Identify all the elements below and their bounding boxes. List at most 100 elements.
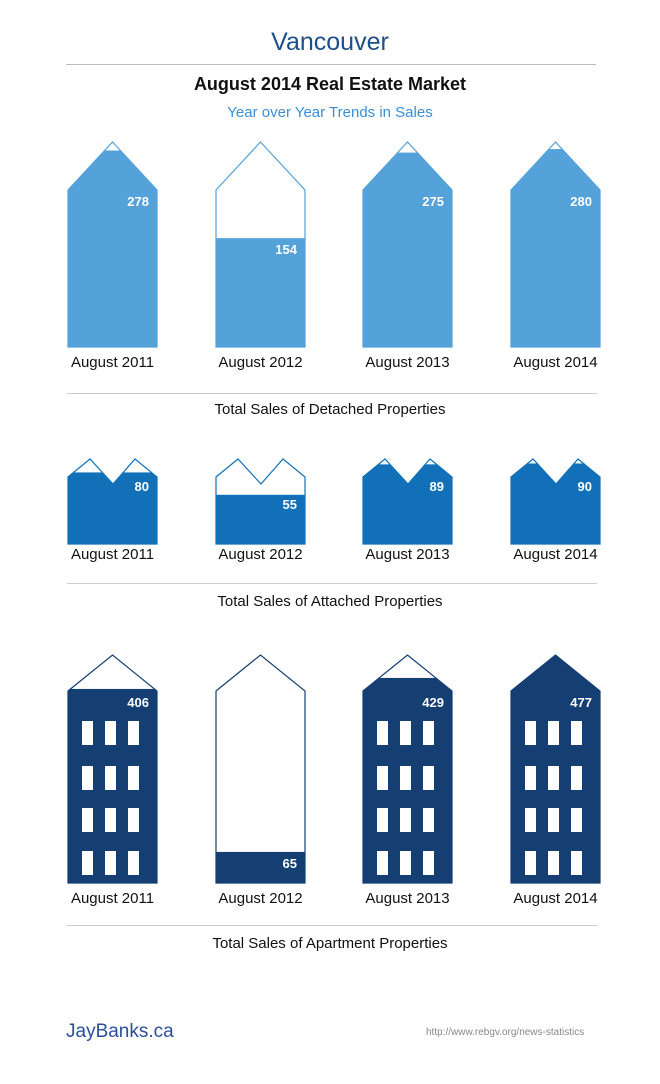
window-icon (128, 766, 139, 790)
building-outline (510, 141, 601, 348)
window-icon (571, 721, 582, 745)
window-icon (377, 808, 388, 832)
value-label: 477 (570, 695, 592, 710)
window-icon (105, 851, 116, 875)
source-link[interactable]: http://www.rebgv.org/news-statistics (426, 1027, 585, 1038)
category-label: August 2012 (218, 354, 303, 371)
value-label: 154 (275, 242, 297, 257)
category-label: August 2013 (365, 890, 450, 907)
building-outline (67, 141, 158, 348)
bar-fill (216, 851, 305, 883)
page-subtitle: Year over Year Trends in Sales (227, 104, 433, 121)
bar-fill (363, 152, 452, 347)
window-icon (82, 851, 93, 875)
section-divider (67, 583, 597, 584)
category-label: August 2011 (70, 546, 155, 563)
value-label: 429 (422, 695, 444, 710)
value-label: 280 (570, 194, 592, 209)
window-icon (400, 766, 411, 790)
building-outline (362, 458, 453, 545)
window-icon (128, 808, 139, 832)
section-title-apartment: Total Sales of Apartment Properties (212, 935, 448, 952)
window-icon (400, 851, 411, 875)
category-label: August 2014 (513, 354, 598, 371)
building-apartment: 65 (215, 654, 306, 884)
brand-logo: JayBanks.ca (66, 1021, 174, 1042)
window-icon (571, 766, 582, 790)
window-icon (423, 851, 434, 875)
window-icon (82, 721, 93, 745)
page-title: August 2014 Real Estate Market (193, 74, 467, 94)
window-icon (82, 808, 93, 832)
window-icon (548, 721, 559, 745)
building-outline (362, 654, 453, 884)
value-label: 278 (127, 194, 149, 209)
category-label: August 2012 (218, 546, 303, 563)
window-icon (548, 851, 559, 875)
bar-fill (216, 494, 305, 544)
building-outline (215, 141, 306, 348)
window-icon (400, 808, 411, 832)
bar-fill (511, 149, 600, 347)
value-label: 80 (135, 479, 149, 494)
window-icon (548, 808, 559, 832)
building-outline (215, 654, 306, 884)
section-divider (67, 393, 597, 394)
window-icon (105, 721, 116, 745)
building-townhouse: 89 (362, 458, 453, 545)
window-icon (105, 766, 116, 790)
window-icon (400, 721, 411, 745)
building-house: 280 (510, 141, 601, 348)
category-label: August 2011 (70, 890, 155, 907)
category-label: August 2014 (513, 890, 598, 907)
bar-fill (216, 238, 305, 347)
bar-fill (68, 150, 157, 347)
building-outline (510, 654, 601, 884)
window-icon (423, 766, 434, 790)
building-outline (67, 654, 158, 884)
section-divider (67, 925, 597, 926)
bar-fill (363, 464, 452, 544)
window-icon (525, 808, 536, 832)
window-icon (82, 766, 93, 790)
window-icon (377, 851, 388, 875)
bar-fill (68, 472, 157, 544)
building-outline (67, 458, 158, 545)
building-outline (510, 458, 601, 545)
building-outline (215, 458, 306, 545)
category-label: August 2014 (513, 546, 598, 563)
value-label: 65 (283, 856, 297, 871)
building-townhouse: 80 (67, 458, 158, 545)
category-label: August 2011 (70, 354, 155, 371)
window-icon (105, 808, 116, 832)
value-label: 90 (578, 479, 592, 494)
bar-fill (511, 463, 600, 544)
window-icon (377, 721, 388, 745)
category-label: August 2013 (365, 546, 450, 563)
window-icon (571, 808, 582, 832)
building-townhouse: 90 (510, 458, 601, 545)
window-icon (525, 766, 536, 790)
window-icon (377, 766, 388, 790)
category-label: August 2012 (218, 890, 303, 907)
city-title: Vancouver (271, 28, 389, 56)
building-apartment: 406 (67, 654, 158, 884)
title-divider (66, 64, 596, 65)
building-house: 278 (67, 141, 158, 348)
window-icon (128, 721, 139, 745)
value-label: 275 (422, 194, 444, 209)
window-icon (128, 851, 139, 875)
window-icon (525, 851, 536, 875)
window-icon (525, 721, 536, 745)
building-house: 275 (362, 141, 453, 348)
window-icon (423, 721, 434, 745)
building-outline (362, 141, 453, 348)
category-label: August 2013 (365, 354, 450, 371)
building-townhouse: 55 (215, 458, 306, 545)
window-icon (571, 851, 582, 875)
building-apartment: 429 (362, 654, 453, 884)
value-label: 55 (283, 497, 297, 512)
section-title-attached: Total Sales of Attached Properties (217, 593, 443, 610)
value-label: 406 (127, 695, 149, 710)
